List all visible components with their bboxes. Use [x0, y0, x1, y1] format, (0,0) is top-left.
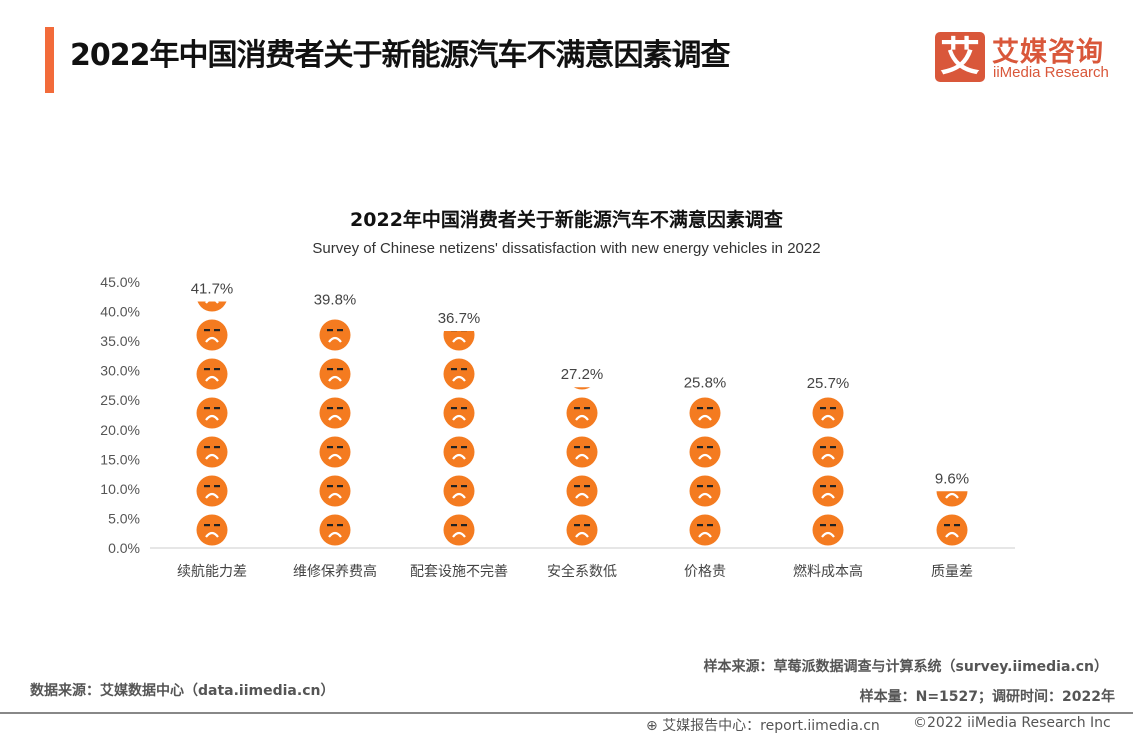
sad-face-icon	[812, 475, 844, 507]
globe-icon: ⊕	[646, 718, 658, 734]
icon-column	[319, 319, 351, 546]
sad-face-icon	[319, 358, 351, 390]
sad-face-icon	[812, 514, 844, 546]
icon-column	[196, 301, 228, 546]
sad-face-icon	[566, 436, 598, 468]
y-tick-label: 35.0%	[100, 333, 140, 349]
sad-face-icon	[196, 475, 228, 507]
y-tick-label: 5.0%	[108, 510, 140, 526]
icon-column	[443, 331, 475, 546]
footer-copyright: ©2022 iiMedia Research Inc	[913, 715, 1111, 731]
category-label: 安全系数低	[547, 563, 617, 580]
category-label: 质量差	[931, 564, 973, 580]
sad-face-icon	[319, 397, 351, 429]
chart-subtitle: Survey of Chinese netizens' dissatisfact…	[312, 240, 821, 257]
page-title: 2022年中国消费者关于新能源汽车不满意因素调查	[70, 38, 730, 73]
sad-face-icon	[812, 436, 844, 468]
sad-face-icon	[443, 358, 475, 390]
sad-face-icon	[443, 475, 475, 507]
icon-column	[812, 397, 844, 546]
sad-face-icon	[319, 514, 351, 546]
data-label: 41.7%	[191, 281, 234, 298]
sad-face-icon	[936, 514, 968, 546]
icon-column	[566, 387, 598, 546]
sad-face-icon	[443, 436, 475, 468]
data-label: 39.8%	[314, 292, 357, 309]
sad-face-icon	[197, 301, 227, 312]
y-tick-label: 25.0%	[100, 392, 140, 408]
y-tick-label: 40.0%	[100, 304, 140, 320]
category-label: 燃料成本高	[793, 563, 863, 580]
sad-face-icon	[566, 514, 598, 546]
sad-face-icon	[566, 397, 598, 429]
sad-face-icon	[196, 514, 228, 546]
data-label: 9.6%	[935, 470, 969, 487]
category-label: 价格贵	[684, 564, 726, 580]
logo-text-cn: 艾媒咨询	[992, 37, 1104, 68]
footer-divider	[0, 712, 1133, 714]
footer-report-text: 艾媒报告中心：report.iimedia.cn	[662, 718, 880, 734]
sad-face-icon	[196, 397, 228, 429]
sad-face-icon	[196, 319, 228, 351]
icon-column	[689, 397, 721, 546]
sad-face-icon	[689, 475, 721, 507]
title-accent-bar	[45, 27, 54, 93]
sample-size-note: 样本量：N=1527；调研时间：2022年	[859, 689, 1115, 705]
sad-face-icon	[689, 514, 721, 546]
y-tick-label: 45.0%	[100, 274, 140, 290]
data-label: 36.7%	[438, 310, 481, 327]
logo-text-en: iiMedia Research	[993, 64, 1109, 81]
sad-face-icon	[689, 397, 721, 429]
category-label: 续航能力差	[177, 563, 247, 580]
y-tick-label: 20.0%	[100, 422, 140, 438]
sad-face-icon	[936, 491, 968, 507]
y-tick-label: 15.0%	[100, 451, 140, 467]
y-tick-label: 30.0%	[100, 363, 140, 379]
chart-title: 2022年中国消费者关于新能源汽车不满意因素调查	[350, 209, 783, 231]
sad-face-icon	[196, 358, 228, 390]
y-tick-label: 0.0%	[108, 540, 140, 556]
category-label: 维修保养费高	[293, 563, 377, 580]
icon-column	[936, 491, 968, 546]
sad-face-icon	[319, 475, 351, 507]
sad-face-icon	[689, 436, 721, 468]
sad-face-icon	[443, 514, 475, 546]
footer-report: ⊕ 艾媒报告中心：report.iimedia.cn	[646, 715, 880, 735]
logo-mark: 艾	[935, 32, 985, 82]
sad-face-icon	[812, 397, 844, 429]
sad-face-icon	[573, 387, 591, 390]
data-label: 25.8%	[684, 374, 727, 391]
sad-face-icon	[319, 436, 351, 468]
sample-source-note: 样本来源：草莓派数据调查与计算系统（survey.iimedia.cn）	[703, 659, 1108, 675]
sad-face-icon	[319, 319, 351, 351]
sad-face-icon	[566, 475, 598, 507]
y-tick-label: 10.0%	[100, 481, 140, 497]
sad-face-icon	[196, 436, 228, 468]
data-source-note: 数据来源：艾媒数据中心（data.iimedia.cn）	[30, 683, 335, 699]
category-label: 配套设施不完善	[410, 564, 508, 580]
data-label: 27.2%	[561, 366, 604, 383]
sad-face-icon	[443, 331, 475, 351]
sad-face-icon	[443, 397, 475, 429]
data-label: 25.7%	[807, 375, 850, 392]
